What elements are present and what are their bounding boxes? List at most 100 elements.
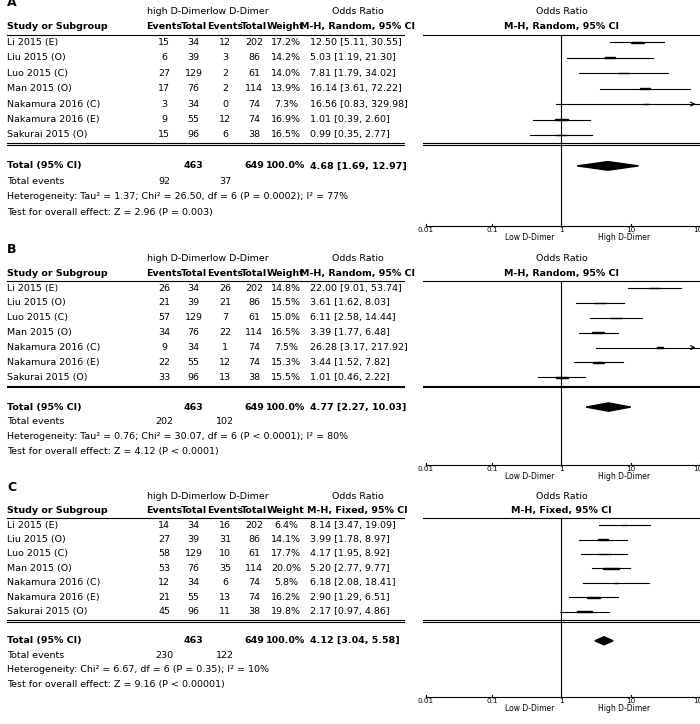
Text: 16.5%: 16.5%: [271, 328, 301, 337]
Text: 3.44 [1.52, 7.82]: 3.44 [1.52, 7.82]: [310, 358, 390, 367]
Text: 76: 76: [188, 328, 200, 337]
Text: 12: 12: [219, 38, 231, 47]
Text: Odds Ratio: Odds Ratio: [536, 492, 587, 500]
Text: 3.39 [1.77, 6.48]: 3.39 [1.77, 6.48]: [310, 328, 390, 337]
Text: Li 2015 (E): Li 2015 (E): [7, 284, 58, 292]
Text: 2: 2: [222, 69, 228, 77]
Text: 12.50 [5.11, 30.55]: 12.50 [5.11, 30.55]: [310, 38, 402, 47]
Text: Low D-Dimer: Low D-Dimer: [505, 472, 554, 481]
Text: Study or Subgroup: Study or Subgroup: [7, 506, 108, 515]
Text: 3: 3: [222, 53, 228, 62]
Text: 100.0%: 100.0%: [266, 403, 306, 411]
Text: 10: 10: [626, 227, 636, 233]
Text: Low D-Dimer: Low D-Dimer: [505, 704, 554, 712]
Text: 22: 22: [219, 328, 231, 337]
Text: 102: 102: [216, 418, 234, 426]
Text: 0.01: 0.01: [418, 466, 434, 472]
Text: 16.9%: 16.9%: [271, 115, 301, 124]
Text: 74: 74: [248, 593, 260, 602]
Text: Liu 2015 (O): Liu 2015 (O): [7, 535, 66, 544]
Text: 0.01: 0.01: [418, 227, 434, 233]
Text: 129: 129: [185, 69, 202, 77]
Text: 202: 202: [155, 418, 174, 426]
Text: 15: 15: [158, 38, 170, 47]
Text: Odds Ratio: Odds Ratio: [332, 7, 384, 16]
Text: 6: 6: [222, 578, 228, 587]
Text: Events: Events: [207, 506, 243, 515]
Text: 0: 0: [222, 100, 228, 109]
Text: 10: 10: [219, 550, 231, 558]
Text: 86: 86: [248, 53, 260, 62]
Text: Nakamura 2016 (C): Nakamura 2016 (C): [7, 343, 100, 352]
Text: Liu 2015 (O): Liu 2015 (O): [7, 53, 66, 62]
Text: 39: 39: [188, 298, 200, 308]
Text: M-H, Fixed, 95% CI: M-H, Fixed, 95% CI: [511, 506, 612, 515]
Text: 58: 58: [158, 550, 170, 558]
Text: 15.3%: 15.3%: [271, 358, 301, 367]
Text: 230: 230: [155, 651, 174, 660]
Text: 0.1: 0.1: [486, 227, 498, 233]
Text: 11: 11: [219, 607, 231, 616]
Text: 35: 35: [219, 564, 231, 573]
Text: C: C: [7, 481, 16, 494]
Text: Events: Events: [146, 506, 183, 515]
Text: 0.1: 0.1: [486, 698, 498, 704]
Text: Sakurai 2015 (O): Sakurai 2015 (O): [7, 130, 88, 140]
Text: 10: 10: [626, 466, 636, 472]
Text: 202: 202: [245, 38, 263, 47]
Text: Heterogeneity: Tau² = 0.76; Chi² = 30.07, df = 6 (P < 0.0001); I² = 80%: Heterogeneity: Tau² = 0.76; Chi² = 30.07…: [7, 432, 348, 442]
Text: 74: 74: [248, 358, 260, 367]
Text: 12: 12: [219, 115, 231, 124]
Text: Total (95% CI): Total (95% CI): [7, 161, 82, 170]
Text: A: A: [7, 0, 17, 9]
Text: 12: 12: [158, 578, 170, 587]
Text: Total: Total: [181, 269, 206, 278]
Text: 4.77 [2.27, 10.03]: 4.77 [2.27, 10.03]: [310, 403, 406, 411]
Text: 26.28 [3.17, 217.92]: 26.28 [3.17, 217.92]: [310, 343, 407, 352]
Text: Total: Total: [241, 22, 267, 31]
Text: Events: Events: [207, 22, 243, 31]
Text: M-H, Random, 95% CI: M-H, Random, 95% CI: [300, 269, 415, 278]
Text: 0.01: 0.01: [418, 698, 434, 704]
Text: 27: 27: [158, 535, 170, 544]
Text: Heterogeneity: Tau² = 1.37; Chi² = 26.50, df = 6 (P = 0.0002); I² = 77%: Heterogeneity: Tau² = 1.37; Chi² = 26.50…: [7, 193, 348, 201]
Text: Total: Total: [241, 269, 267, 278]
Text: 6: 6: [222, 130, 228, 140]
Text: 1: 1: [222, 343, 228, 352]
Text: 17.7%: 17.7%: [271, 550, 301, 558]
Text: Study or Subgroup: Study or Subgroup: [7, 22, 108, 31]
Text: 2.17 [0.97, 4.86]: 2.17 [0.97, 4.86]: [310, 607, 389, 616]
Text: low D-Dimer: low D-Dimer: [210, 492, 269, 500]
Text: 7: 7: [222, 313, 228, 322]
Text: 96: 96: [188, 373, 200, 382]
Text: 1: 1: [559, 466, 564, 472]
Text: 9: 9: [162, 115, 167, 124]
Text: 3.99 [1.78, 8.97]: 3.99 [1.78, 8.97]: [310, 535, 390, 544]
Text: 45: 45: [158, 607, 170, 616]
Text: Sakurai 2015 (O): Sakurai 2015 (O): [7, 373, 88, 382]
Text: 15.5%: 15.5%: [271, 373, 301, 382]
Text: Sakurai 2015 (O): Sakurai 2015 (O): [7, 607, 88, 616]
Text: 61: 61: [248, 69, 260, 77]
Bar: [631, 42, 644, 43]
Text: 7.81 [1.79, 34.02]: 7.81 [1.79, 34.02]: [310, 69, 396, 77]
Text: Nakamura 2016 (E): Nakamura 2016 (E): [7, 115, 99, 124]
Text: 27: 27: [158, 69, 170, 77]
Text: 15.5%: 15.5%: [271, 298, 301, 308]
Text: 86: 86: [248, 298, 260, 308]
Text: 55: 55: [188, 115, 200, 124]
Text: 96: 96: [188, 130, 200, 140]
Text: 13: 13: [219, 373, 231, 382]
Text: 86: 86: [248, 535, 260, 544]
Text: 6.11 [2.58, 14.44]: 6.11 [2.58, 14.44]: [310, 313, 396, 322]
Text: 122: 122: [216, 651, 234, 660]
Text: Total: Total: [241, 506, 267, 515]
Text: Total: Total: [181, 22, 206, 31]
Text: 34: 34: [188, 100, 200, 109]
Text: Events: Events: [146, 269, 183, 278]
Polygon shape: [586, 403, 631, 411]
Text: 37: 37: [219, 177, 231, 186]
Text: 76: 76: [188, 564, 200, 573]
Text: 100.0%: 100.0%: [266, 161, 306, 170]
Text: 15.0%: 15.0%: [271, 313, 301, 322]
